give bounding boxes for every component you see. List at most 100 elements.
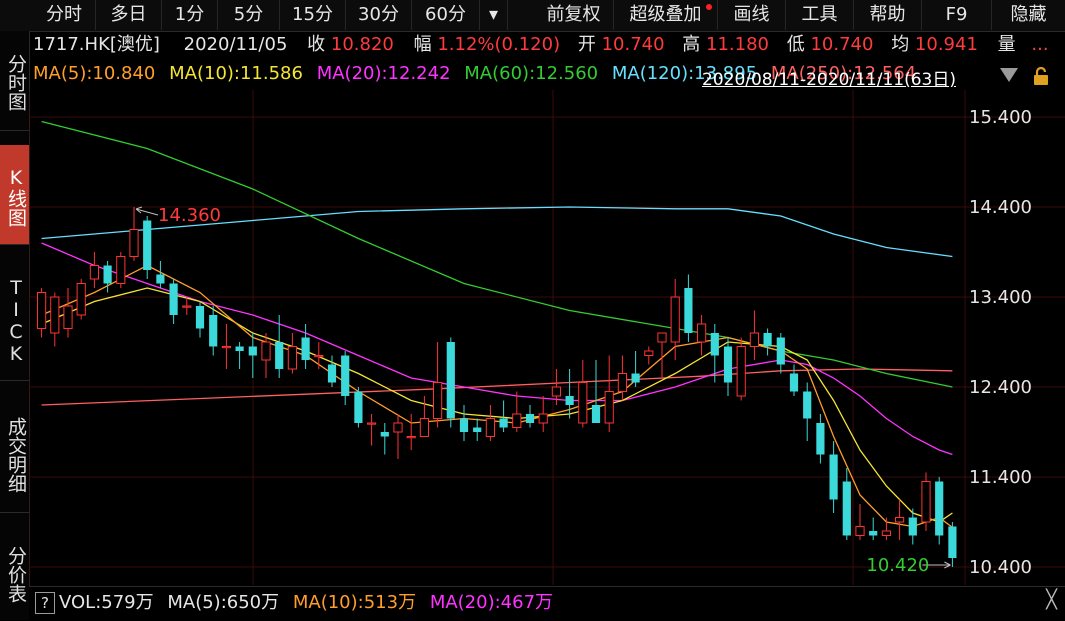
sidebar-tab-price-table[interactable]: 分价表 (5, 546, 27, 603)
candle[interactable] (248, 333, 257, 378)
adjust-price-button[interactable]: 前复权 (534, 0, 614, 30)
kline-chart[interactable]: 15.400 14.400 13.400 12.400 11.400 10.400 14.… (29, 90, 1065, 585)
candle[interactable] (538, 396, 548, 432)
candle[interactable] (631, 351, 640, 387)
candle[interactable] (869, 517, 878, 541)
candle[interactable] (143, 216, 152, 279)
close-indicator-icon[interactable]: ╳ (1046, 589, 1057, 610)
candle[interactable] (314, 342, 324, 369)
candle[interactable] (803, 382, 812, 442)
candle[interactable] (895, 499, 905, 541)
tab-60min[interactable]: 60分 (412, 0, 480, 30)
date-range-label[interactable]: 2020/08/11-2020/11/11(63日) (702, 70, 956, 90)
draw-line-button[interactable]: 画线 (718, 0, 786, 30)
candle[interactable] (169, 279, 178, 324)
candle[interactable] (697, 315, 707, 356)
sidebar-tab-intraday-chart[interactable]: 分时图 (0, 31, 29, 131)
tools-button[interactable]: 工具 (786, 0, 854, 30)
candle[interactable] (935, 477, 944, 545)
super-overlay-button[interactable]: 超级叠加 (614, 0, 718, 30)
candle[interactable] (578, 360, 588, 428)
candle-body-down (948, 526, 957, 558)
help-button[interactable]: 帮助 (854, 0, 922, 30)
candle[interactable] (710, 324, 719, 383)
candle[interactable] (419, 396, 429, 437)
candle[interactable] (670, 279, 680, 360)
candle[interactable] (354, 387, 363, 428)
candle-body-down (380, 432, 389, 437)
candle[interactable] (473, 418, 482, 442)
candle[interactable] (565, 369, 574, 419)
tab-intraday[interactable]: 分时 (33, 0, 96, 30)
lock-icon[interactable] (1032, 66, 1050, 86)
candle[interactable] (776, 333, 785, 374)
open-value: 10.740 (601, 34, 665, 55)
candle[interactable] (604, 355, 614, 433)
candle[interactable] (63, 288, 73, 338)
f9-button[interactable]: F9 (922, 0, 992, 30)
candle[interactable] (551, 369, 561, 405)
candle[interactable] (842, 468, 851, 540)
candle[interactable] (948, 522, 957, 567)
candle[interactable] (525, 405, 535, 428)
candle[interactable] (816, 414, 825, 464)
candle[interactable] (459, 405, 469, 441)
candle[interactable] (736, 337, 746, 401)
candle[interactable] (89, 252, 99, 288)
tab-5min[interactable]: 5分 (218, 0, 280, 30)
candle[interactable] (591, 360, 601, 423)
range-dropdown-icon[interactable] (1000, 68, 1018, 82)
candle[interactable] (393, 414, 403, 459)
candle[interactable] (76, 279, 86, 320)
tab-15min[interactable]: 15分 (280, 0, 346, 30)
candle[interactable] (512, 391, 522, 433)
candle[interactable] (908, 508, 917, 545)
sidebar-tab-kline-chart[interactable]: K线图 (0, 145, 29, 245)
candle[interactable] (921, 472, 931, 532)
candle[interactable] (789, 364, 799, 397)
tab-1min[interactable]: 1分 (162, 0, 218, 30)
candle[interactable] (749, 310, 759, 361)
candle[interactable] (156, 261, 165, 288)
candle[interactable] (499, 400, 508, 433)
candlestick-series (37, 207, 957, 567)
sidebar-tab-trade-details[interactable]: 成交明细 (0, 393, 29, 513)
candle[interactable] (275, 315, 284, 378)
candle[interactable] (723, 337, 733, 397)
candle[interactable] (644, 346, 654, 365)
candle[interactable] (50, 292, 60, 347)
candle[interactable] (657, 332, 667, 378)
candle[interactable] (341, 351, 350, 405)
candle[interactable] (855, 504, 865, 540)
hide-button[interactable]: 隐藏 (1010, 4, 1047, 25)
candle[interactable] (829, 441, 838, 513)
tab-multi-day[interactable]: 多日 (96, 0, 162, 30)
candle[interactable] (301, 324, 310, 369)
candle[interactable] (182, 297, 192, 315)
candle[interactable] (195, 301, 205, 338)
candle[interactable] (103, 261, 112, 293)
candle[interactable] (617, 355, 627, 401)
sidebar-tab-tick[interactable]: TICK (0, 257, 29, 381)
candle[interactable] (433, 342, 443, 428)
candle[interactable] (116, 252, 126, 288)
candle[interactable] (380, 423, 389, 455)
candle[interactable] (763, 328, 772, 356)
candle[interactable] (129, 207, 139, 261)
candle[interactable] (209, 306, 218, 356)
candle[interactable] (287, 333, 297, 374)
candle[interactable] (881, 517, 891, 541)
candle[interactable] (684, 274, 693, 343)
candle[interactable] (367, 414, 377, 446)
candle[interactable] (446, 337, 455, 428)
candle[interactable] (235, 342, 244, 369)
indicator-help-icon[interactable]: ? (35, 592, 55, 614)
tab-30min[interactable]: 30分 (346, 0, 412, 30)
candle[interactable] (221, 324, 231, 369)
candle[interactable] (37, 288, 47, 338)
candle[interactable] (406, 414, 416, 450)
period-dropdown-icon[interactable]: ▾ (480, 0, 508, 30)
candle[interactable] (485, 405, 495, 441)
candle[interactable] (261, 333, 271, 378)
candle[interactable] (327, 355, 337, 388)
